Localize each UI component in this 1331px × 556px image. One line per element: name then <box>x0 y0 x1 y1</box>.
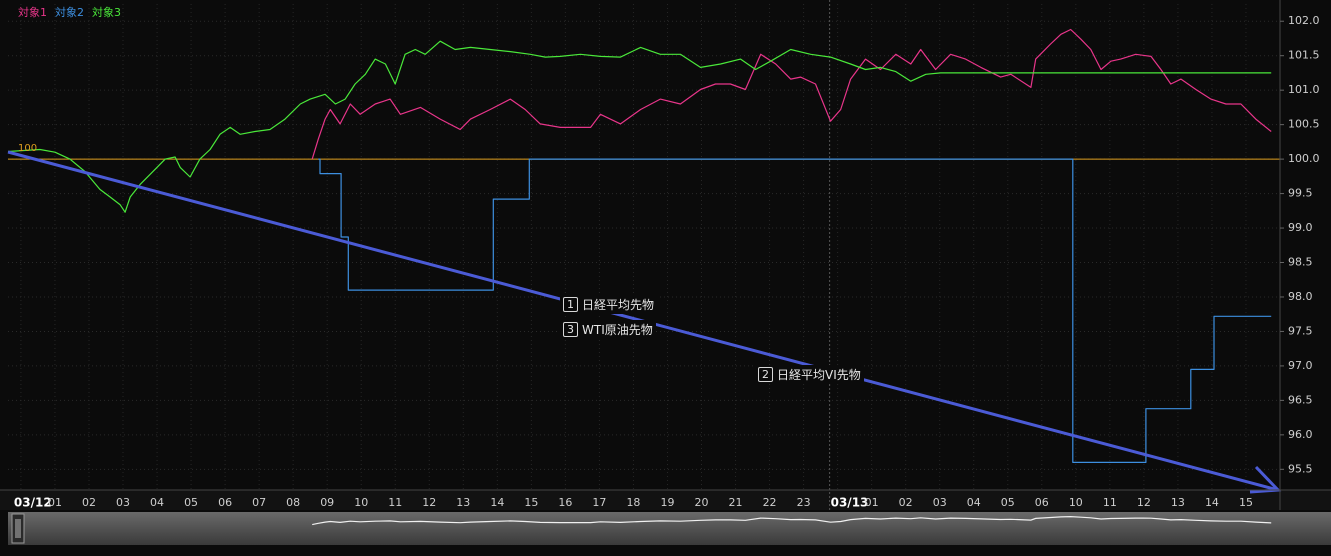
annotation-number: 1 <box>563 297 578 312</box>
x-tick-label: 09 <box>320 496 334 509</box>
x-tick-label: 17 <box>592 496 606 509</box>
y-tick-label: 96.5 <box>1288 393 1313 406</box>
x-tick-label: 18 <box>626 496 640 509</box>
x-tick-label: 06 <box>218 496 232 509</box>
x-tick-label: 10 <box>354 496 368 509</box>
y-tick-label: 102.0 <box>1288 14 1320 27</box>
y-tick-label: 96.0 <box>1288 428 1313 441</box>
x-tick-label: 03 <box>116 496 130 509</box>
annotation-number: 3 <box>563 322 578 337</box>
annotation[interactable]: 2 日経平均VI先物 <box>755 365 864 384</box>
x-tick-label: 05 <box>1001 496 1015 509</box>
x-axis-band <box>0 490 1331 510</box>
x-tick-label: 15 <box>1239 496 1253 509</box>
x-tick-label: 11 <box>1103 496 1117 509</box>
y-tick-label: 99.0 <box>1288 221 1313 234</box>
series-line <box>7 40 1272 213</box>
x-tick-label: 20 <box>695 496 709 509</box>
x-tick-label: 12 <box>422 496 436 509</box>
y-tick-label: 95.5 <box>1288 462 1313 475</box>
y-tick-label: 100.5 <box>1288 118 1320 131</box>
x-tick-label: 01 <box>48 496 62 509</box>
x-tick-label: 13 <box>1171 496 1185 509</box>
x-tick-label: 13 <box>456 496 470 509</box>
x-tick-label: 05 <box>184 496 198 509</box>
annotation-text: WTI原油先物 <box>582 323 653 337</box>
x-tick-label: 23 <box>797 496 811 509</box>
x-tick-label: 01 <box>865 496 879 509</box>
x-tick-label: 04 <box>150 496 164 509</box>
x-tick-label: 14 <box>490 496 504 509</box>
x-tick-label: 06 <box>1035 496 1049 509</box>
x-tick-label: 02 <box>82 496 96 509</box>
x-tick-label: 07 <box>252 496 266 509</box>
y-tick-label: 97.5 <box>1288 324 1313 337</box>
series-line <box>311 28 1272 160</box>
legend-entry: 対象3 <box>92 5 121 19</box>
annotation-text: 日経平均先物 <box>582 298 655 312</box>
date-label: 03/13 <box>831 496 869 510</box>
x-tick-label: 08 <box>286 496 300 509</box>
y-tick-label: 97.0 <box>1288 359 1313 372</box>
x-tick-label: 04 <box>967 496 981 509</box>
y-tick-label: 100.0 <box>1288 152 1320 165</box>
x-tick-label: 15 <box>524 496 538 509</box>
annotation[interactable]: 1 日経平均先物 <box>560 295 658 314</box>
x-tick-label: 11 <box>388 496 402 509</box>
x-tick-label: 02 <box>899 496 913 509</box>
y-tick-label: 101.0 <box>1288 83 1320 96</box>
navigator[interactable] <box>8 512 1331 545</box>
baseline-label: 100 <box>18 143 37 154</box>
navigator-line <box>312 515 1272 526</box>
x-tick-label: 14 <box>1205 496 1219 509</box>
y-tick-label: 101.5 <box>1288 49 1320 62</box>
date-label: 03/12 <box>14 496 52 510</box>
y-tick-label: 99.5 <box>1288 187 1313 200</box>
annotation-number: 2 <box>758 367 773 382</box>
y-tick-label: 98.5 <box>1288 256 1313 269</box>
series-line <box>318 158 1272 463</box>
annotation[interactable]: 3 WTI原油先物 <box>560 320 656 339</box>
legend-entry: 対象2 <box>55 5 84 19</box>
x-tick-label: 21 <box>729 496 743 509</box>
x-tick-label: 16 <box>558 496 572 509</box>
y-tick-label: 98.0 <box>1288 290 1313 303</box>
annotation-text: 日経平均VI先物 <box>777 368 861 382</box>
x-tick-label: 03 <box>933 496 947 509</box>
x-tick-label: 12 <box>1137 496 1151 509</box>
x-tick-label: 19 <box>660 496 674 509</box>
x-tick-label: 22 <box>763 496 777 509</box>
x-tick-label: 10 <box>1069 496 1083 509</box>
handle-grip <box>15 519 21 538</box>
legend-entry: 対象1 <box>18 5 47 19</box>
